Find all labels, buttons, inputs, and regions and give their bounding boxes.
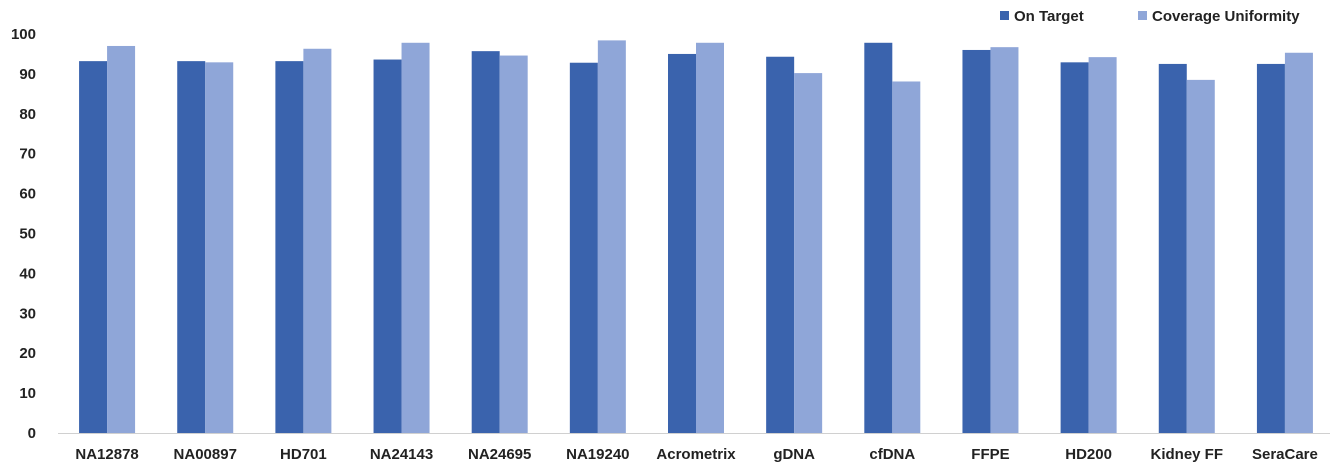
legend-swatch-on-target [1000, 11, 1009, 20]
bar-on-target-hd701 [275, 61, 304, 434]
bar-on-target-kidney-ff [1158, 63, 1187, 434]
x-category-label: NA19240 [566, 446, 629, 463]
bar-coverage-uniformity-hd701 [303, 48, 332, 433]
bar-coverage-uniformity-na12878 [107, 45, 136, 433]
x-category-label: NA00897 [174, 446, 237, 463]
bar-coverage-uniformity-gdna [794, 73, 823, 434]
bar-on-target-gdna [766, 56, 795, 433]
x-category-label: cfDNA [869, 446, 915, 463]
y-tick-label: 80 [19, 106, 36, 123]
bar-on-target-hd200 [1060, 62, 1089, 433]
x-category-label: Acrometrix [656, 446, 736, 463]
bar-coverage-uniformity-acrometrix [696, 42, 724, 433]
x-category-label: NA12878 [75, 446, 138, 463]
x-category-label: SeraCare [1252, 446, 1318, 463]
legend-label-on-target: On Target [1014, 8, 1084, 25]
bar-coverage-uniformity-na24695 [499, 55, 528, 434]
bar-on-target-cfdna [864, 42, 893, 433]
y-tick-label: 30 [19, 305, 36, 322]
bar-coverage-uniformity-hd200 [1088, 57, 1117, 433]
y-tick-label: 90 [19, 66, 36, 83]
bar-coverage-uniformity-cfdna [892, 81, 921, 433]
bar-on-target-na24143 [373, 59, 402, 433]
legend-label-coverage-uniformity: Coverage Uniformity [1152, 8, 1300, 25]
y-tick-label: 60 [19, 186, 36, 203]
bars-layer [79, 40, 1313, 434]
x-category-label: HD701 [280, 446, 327, 463]
x-category-label: NA24695 [468, 446, 531, 463]
bar-coverage-uniformity-seracare [1284, 52, 1313, 434]
bar-on-target-na12878 [79, 61, 108, 434]
x-category-label: FFPE [971, 446, 1009, 463]
x-category-label: gDNA [773, 446, 815, 463]
bar-on-target-seracare [1256, 63, 1285, 434]
bar-coverage-uniformity-ffpe [990, 47, 1019, 434]
bar-coverage-uniformity-kidney-ff [1186, 79, 1215, 433]
y-tick-label: 0 [28, 425, 36, 442]
bar-on-target-na00897 [177, 61, 206, 434]
y-tick-labels: 0 10 20 30 40 50 60 70 80 90 100 [11, 26, 36, 442]
bar-on-target-ffpe [962, 49, 991, 434]
y-tick-label: 70 [19, 146, 36, 163]
x-category-labels: NA12878 NA00897 HD701 NA24143 NA24695 NA19240… [75, 446, 1317, 463]
legend: On Target Coverage Uniformity [1000, 8, 1300, 25]
bar-on-target-acrometrix [668, 53, 696, 433]
y-tick-label: 50 [19, 226, 36, 243]
x-category-label: NA24143 [370, 446, 433, 463]
x-category-label: Kidney FF [1151, 446, 1224, 463]
y-tick-label: 100 [11, 26, 36, 43]
y-tick-label: 10 [19, 385, 36, 402]
x-category-label: HD200 [1065, 446, 1112, 463]
bar-on-target-na24695 [471, 51, 500, 433]
bar-coverage-uniformity-na19240 [597, 40, 626, 433]
bar-coverage-uniformity-na00897 [205, 62, 234, 433]
bar-on-target-na19240 [569, 62, 598, 434]
y-tick-label: 20 [19, 345, 36, 362]
bar-coverage-uniformity-na24143 [401, 42, 430, 433]
legend-swatch-coverage-uniformity [1138, 11, 1147, 20]
y-tick-label: 40 [19, 265, 36, 282]
